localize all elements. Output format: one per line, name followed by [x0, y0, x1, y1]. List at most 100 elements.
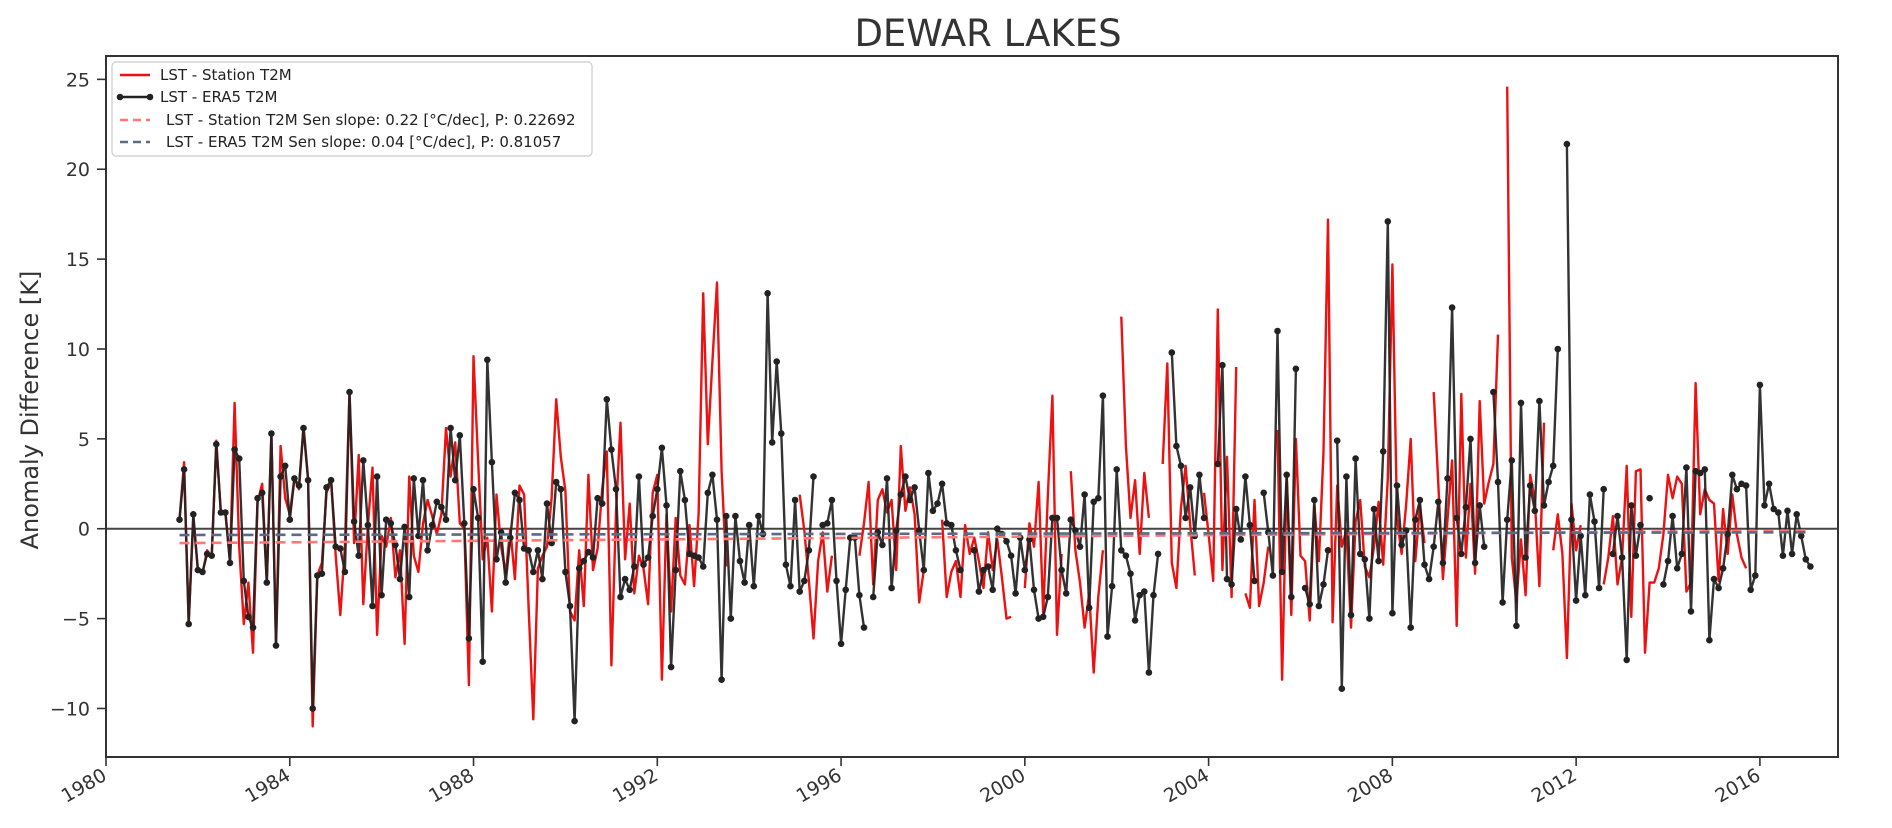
- legend-item-station-trend: LST - Station T2M Sen slope: 0.22 [°C/de…: [120, 111, 576, 129]
- era5-point: [1223, 575, 1231, 583]
- era5-point: [1049, 514, 1056, 522]
- era5-point: [934, 500, 941, 507]
- era5-point: [1595, 584, 1603, 592]
- era5-point: [1039, 613, 1047, 621]
- era5-point: [1761, 502, 1768, 509]
- era5-point: [906, 496, 914, 504]
- era5-point: [695, 554, 702, 561]
- era5-point: [1343, 473, 1350, 480]
- y-tick-label: 25: [66, 69, 90, 91]
- era5-point: [1747, 586, 1754, 594]
- era5-point: [1439, 559, 1447, 567]
- era5-point: [1347, 611, 1355, 619]
- era5-point: [254, 494, 261, 502]
- era5-point: [741, 579, 748, 586]
- era5-point: [1508, 457, 1516, 464]
- era5-point: [617, 593, 624, 601]
- era5-point: [1453, 514, 1460, 522]
- era5-point: [1430, 543, 1437, 550]
- era5-point: [1444, 475, 1451, 482]
- era5-point: [1260, 489, 1267, 497]
- era5-point: [1448, 304, 1456, 311]
- era5-point: [828, 496, 836, 504]
- legend-marker: [146, 93, 154, 101]
- era5-point: [355, 552, 363, 559]
- x-tick-label: 2012: [1528, 764, 1581, 807]
- x-tick-label: 1996: [793, 764, 846, 807]
- era5-point: [1623, 656, 1630, 664]
- era5-point: [1030, 586, 1038, 594]
- era5-point: [511, 489, 519, 497]
- era5-point: [1733, 485, 1741, 493]
- era5-point: [1637, 521, 1644, 529]
- era5-point: [502, 579, 510, 586]
- y-tick-label: 20: [66, 159, 90, 181]
- era5-point: [1554, 345, 1562, 353]
- era5-point: [782, 561, 790, 568]
- era5-point: [801, 577, 808, 585]
- era5-point: [1499, 599, 1506, 606]
- era5-point: [1628, 502, 1635, 509]
- era5-point: [1568, 516, 1575, 523]
- era5-point: [750, 582, 758, 590]
- era5-point: [755, 512, 762, 520]
- era5-point: [1375, 557, 1382, 565]
- era5-point: [1145, 669, 1153, 676]
- era5-point: [915, 527, 923, 534]
- era5-point: [1288, 593, 1295, 601]
- era5-point: [603, 396, 611, 403]
- era5-point: [1683, 464, 1690, 471]
- era5-point: [1237, 536, 1245, 543]
- era5-point: [566, 602, 574, 610]
- era5-point: [1127, 570, 1134, 577]
- legend-label: LST - Station T2M Sen slope: 0.22 [°C/de…: [166, 111, 576, 129]
- legend-label: LST - Station T2M: [160, 66, 292, 84]
- era5-point: [1632, 552, 1640, 559]
- era5-point: [562, 568, 569, 576]
- era5-point: [1412, 516, 1419, 523]
- era5-point: [1577, 532, 1584, 540]
- era5-point: [1490, 388, 1497, 396]
- era5-point: [897, 491, 905, 498]
- era5-point: [1467, 435, 1474, 443]
- plot-area: [106, 86, 1838, 728]
- era5-point: [925, 469, 932, 477]
- era5-point: [1609, 550, 1617, 558]
- era5-point: [222, 509, 229, 516]
- era5-point: [1338, 685, 1346, 692]
- era5-point: [304, 476, 312, 484]
- era5-point: [1246, 521, 1254, 529]
- era5-point: [387, 520, 395, 527]
- era5-point: [1807, 563, 1814, 570]
- era5-point: [382, 516, 390, 523]
- era5-point: [1058, 566, 1065, 574]
- era5-point: [474, 514, 482, 522]
- era5-point: [920, 566, 928, 574]
- era5-point: [369, 602, 376, 610]
- era5-point: [1007, 552, 1015, 559]
- era5-point: [1095, 494, 1102, 502]
- era5-point: [291, 475, 298, 482]
- era5-point: [598, 500, 606, 507]
- era5-point: [952, 547, 960, 554]
- era5-point: [1600, 485, 1607, 493]
- era5-point: [745, 521, 753, 529]
- era5-point: [824, 520, 831, 527]
- era5-point: [456, 432, 464, 439]
- era5-point: [667, 663, 675, 671]
- era5-point: [787, 582, 794, 590]
- era5-point: [1393, 482, 1401, 489]
- era5-point: [856, 591, 863, 599]
- era5-point: [1724, 530, 1731, 538]
- era5-point: [1062, 590, 1070, 597]
- era5-point: [1301, 584, 1309, 592]
- era5-point: [263, 579, 271, 586]
- era5-point: [892, 527, 900, 534]
- era5-point: [658, 444, 666, 452]
- era5-point: [433, 498, 441, 506]
- era5-point: [1687, 608, 1695, 615]
- y-tick-label: 5: [78, 429, 90, 451]
- era5-point: [286, 516, 294, 523]
- era5-point: [401, 523, 408, 531]
- era5-point: [309, 705, 317, 712]
